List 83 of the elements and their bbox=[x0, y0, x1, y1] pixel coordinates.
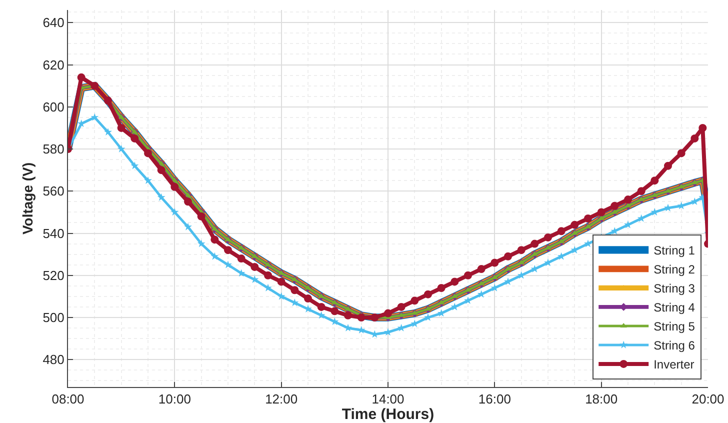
point bbox=[157, 193, 166, 201]
point bbox=[397, 302, 406, 311]
x-tick-label: 14:00 bbox=[372, 392, 404, 407]
point bbox=[237, 269, 246, 277]
legend-label: String 5 bbox=[654, 320, 696, 334]
point bbox=[224, 260, 232, 268]
point bbox=[210, 252, 219, 260]
point bbox=[130, 162, 139, 170]
x-tick-label: 20:00 bbox=[692, 392, 724, 407]
x-tick-label: 12:00 bbox=[265, 392, 298, 407]
point bbox=[437, 284, 446, 292]
point bbox=[610, 202, 619, 210]
point bbox=[477, 265, 486, 274]
point bbox=[90, 113, 99, 121]
point bbox=[450, 278, 459, 286]
legend-label: String 1 bbox=[654, 244, 696, 258]
point bbox=[197, 240, 206, 248]
point bbox=[504, 252, 512, 260]
point bbox=[637, 187, 646, 196]
point bbox=[624, 196, 632, 204]
point bbox=[490, 258, 499, 267]
y-tick-label: 520 bbox=[42, 268, 64, 283]
point bbox=[677, 149, 686, 158]
legend-label: String 6 bbox=[654, 338, 696, 353]
y-tick-label: 580 bbox=[42, 142, 64, 157]
point bbox=[170, 208, 179, 216]
point bbox=[210, 236, 219, 244]
point bbox=[517, 246, 526, 254]
point bbox=[330, 307, 339, 316]
y-axis-title: Voltage (V) bbox=[19, 162, 36, 235]
point bbox=[557, 227, 566, 236]
x-tick-label: 10:00 bbox=[158, 392, 191, 407]
y-tick-label: 620 bbox=[42, 57, 64, 72]
point bbox=[184, 198, 192, 206]
point bbox=[157, 166, 166, 174]
point bbox=[544, 233, 552, 242]
y-tick-label: 560 bbox=[42, 184, 64, 199]
point bbox=[690, 134, 699, 142]
point bbox=[384, 309, 392, 318]
point bbox=[237, 254, 246, 263]
point bbox=[424, 290, 432, 298]
point bbox=[277, 278, 286, 286]
point bbox=[584, 214, 592, 223]
point bbox=[530, 240, 539, 248]
point bbox=[224, 246, 232, 254]
point bbox=[464, 271, 472, 280]
point bbox=[304, 294, 312, 303]
y-tick-label: 500 bbox=[42, 310, 64, 326]
point bbox=[264, 284, 272, 292]
point bbox=[650, 176, 659, 185]
point bbox=[77, 73, 86, 82]
point bbox=[698, 124, 707, 132]
point bbox=[184, 222, 192, 230]
point bbox=[344, 311, 352, 320]
point bbox=[130, 134, 139, 142]
point bbox=[250, 262, 259, 271]
y-tick-label: 640 bbox=[42, 15, 64, 30]
point bbox=[597, 208, 606, 216]
legend-label: Inverter bbox=[654, 358, 694, 372]
x-axis-title: Time (Hours) bbox=[342, 406, 434, 423]
point bbox=[410, 296, 419, 305]
y-tick-label: 480 bbox=[42, 352, 64, 368]
point bbox=[117, 144, 126, 152]
point bbox=[104, 128, 112, 136]
point bbox=[277, 292, 286, 300]
point bbox=[144, 176, 152, 184]
point bbox=[570, 220, 579, 229]
point bbox=[317, 302, 326, 311]
legend-label: String 2 bbox=[654, 262, 696, 277]
point bbox=[290, 286, 299, 294]
point bbox=[117, 124, 126, 132]
y-tick-label: 540 bbox=[42, 226, 64, 241]
point bbox=[197, 212, 206, 220]
x-tick-label: 18:00 bbox=[585, 392, 618, 407]
point bbox=[264, 271, 272, 280]
y-tick-label: 600 bbox=[42, 99, 64, 114]
point bbox=[170, 182, 179, 191]
legend-label: String 3 bbox=[654, 282, 696, 296]
point bbox=[664, 162, 672, 170]
legend-label: String 4 bbox=[654, 300, 696, 315]
x-tick-label: 16:00 bbox=[478, 392, 511, 407]
x-tick-label: 08:00 bbox=[52, 392, 84, 407]
point bbox=[144, 149, 152, 158]
